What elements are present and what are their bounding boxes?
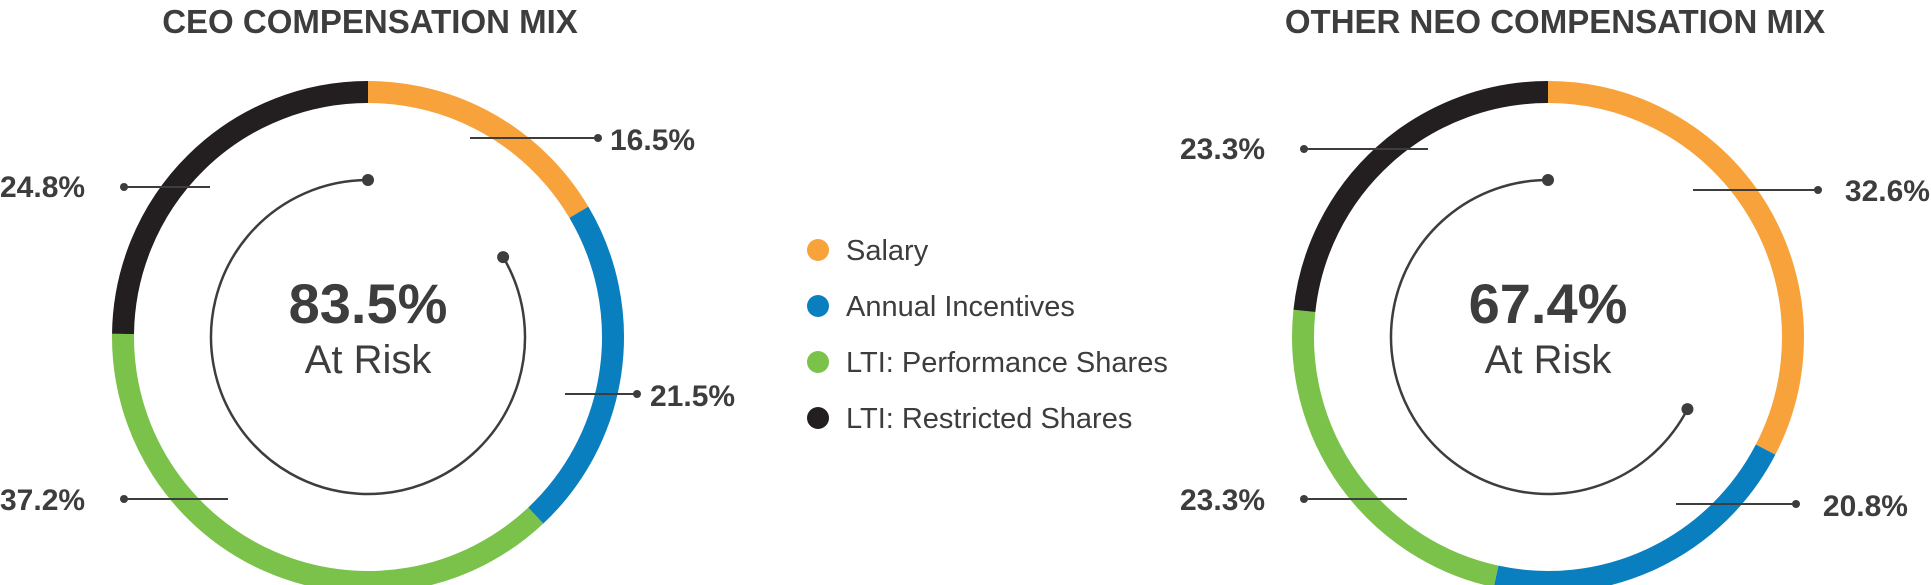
ceo-compensation-chart: CEO COMPENSATION MIX 16.5% 21.5% 37.2% (0, 3, 735, 585)
legend-label-restricted: LTI: Restricted Shares (846, 403, 1132, 435)
ceo-center-value: 83.5% (289, 272, 448, 335)
ceo-pct-restricted: 24.8% (0, 171, 85, 204)
neo-center-label: At Risk (1485, 338, 1613, 382)
legend-label-salary: Salary (846, 235, 929, 267)
ceo-donut-ring (112, 81, 624, 585)
neo-pct-perf: 23.3% (1180, 484, 1265, 517)
ceo-pct-salary: 16.5% (610, 124, 695, 157)
neo-pct-salary: 32.6% (1845, 175, 1930, 208)
legend-swatch-annual (807, 295, 829, 317)
neo-at-risk-arc-line (1389, 178, 1689, 496)
ceo-slice-perf (112, 333, 544, 585)
neo-at-risk-arc (1389, 174, 1694, 496)
legend-item-annual: Annual Incentives (807, 291, 1075, 323)
ceo-slice-salary (367, 81, 589, 218)
legend-item-perf: LTI: Performance Shares (807, 347, 1168, 379)
ceo-at-risk-arc-end-dot (362, 174, 374, 186)
neo-slice-labels: 32.6% 20.8% 23.3% 23.3% (1180, 133, 1930, 523)
ceo-label-perf: 37.2% (0, 484, 228, 517)
legend-swatch-perf (807, 351, 829, 373)
neo-label-salary: 32.6% (1693, 175, 1930, 208)
legend-swatch-salary (807, 239, 829, 261)
ceo-pct-perf: 37.2% (0, 484, 85, 517)
ceo-at-risk-arc-line (209, 178, 527, 496)
neo-at-risk-arc-end-dot (1542, 174, 1554, 186)
ceo-label-salary: 16.5% (470, 124, 695, 157)
neo-label-perf: 23.3% (1180, 484, 1407, 517)
legend-item-restricted: LTI: Restricted Shares (807, 403, 1132, 435)
neo-pct-annual: 20.8% (1823, 490, 1908, 523)
neo-at-risk-arc-start-dot (1681, 403, 1694, 416)
neo-label-restricted: 23.3% (1180, 133, 1428, 166)
ceo-slice-annual (528, 206, 624, 524)
ceo-center-label: At Risk (305, 338, 433, 382)
neo-slice-annual (1494, 444, 1776, 585)
legend: Salary Annual Incentives LTI: Performanc… (807, 235, 1168, 435)
neo-center-value: 67.4% (1469, 272, 1628, 335)
neo-slice-restricted (1293, 81, 1549, 313)
legend-label-annual: Annual Incentives (846, 291, 1075, 323)
neo-slice-salary (1547, 81, 1804, 455)
ceo-pct-annual: 21.5% (650, 380, 735, 413)
neo-chart-title: OTHER NEO COMPENSATION MIX (1285, 3, 1825, 40)
ceo-label-annual: 21.5% (565, 380, 735, 413)
ceo-slice-labels: 16.5% 21.5% 37.2% 24.8% (0, 124, 735, 517)
ceo-at-risk-arc (209, 174, 527, 496)
neo-compensation-chart: OTHER NEO COMPENSATION MIX 32.6% 20.8% 2… (1180, 3, 1930, 585)
neo-pct-restricted: 23.3% (1180, 133, 1265, 166)
ceo-at-risk-arc-start-dot (497, 251, 510, 264)
legend-swatch-restricted (807, 407, 829, 429)
legend-label-perf: LTI: Performance Shares (846, 347, 1168, 379)
legend-item-salary: Salary (807, 235, 929, 267)
ceo-chart-title: CEO COMPENSATION MIX (162, 3, 578, 40)
ceo-slice-restricted (112, 81, 369, 335)
ceo-label-restricted: 24.8% (0, 171, 210, 204)
neo-label-annual: 20.8% (1676, 490, 1908, 523)
neo-donut-ring (1292, 81, 1804, 585)
neo-slice-perf (1292, 309, 1499, 585)
